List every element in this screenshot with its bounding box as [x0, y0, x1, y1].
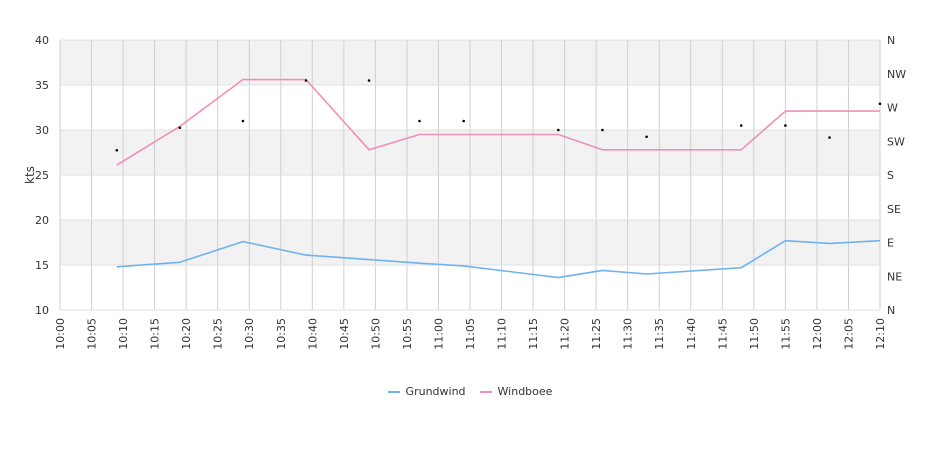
- x-tick-label: 11:20: [559, 318, 572, 350]
- right-axis-ticks: N NE E SE S SW W NW N: [887, 34, 906, 317]
- y-tick-label: 30: [35, 124, 49, 137]
- direction-point: [462, 119, 465, 123]
- direction-point: [878, 102, 882, 106]
- x-tick-label: 11:40: [685, 318, 698, 350]
- direction-point: [557, 128, 560, 132]
- x-tick-label: 11:15: [527, 318, 540, 350]
- series-lines: [116, 78, 881, 279]
- right-tick-label: W: [887, 102, 898, 115]
- x-tick-label: 10:25: [212, 318, 225, 350]
- x-tick-label: 11:45: [716, 318, 729, 350]
- x-axis-ticks: 10:00 10:05 10:10 10:15 10:20 10:25 10:30 10:35…: [54, 318, 887, 350]
- right-tick-label: NW: [887, 68, 906, 81]
- x-tick-label: 11:05: [464, 318, 477, 350]
- x-tick-label: 10:15: [149, 318, 162, 350]
- x-tick-label: 10:10: [117, 318, 130, 350]
- direction-point: [418, 119, 421, 123]
- direction-point: [828, 136, 831, 139]
- y-tick-label: 15: [35, 259, 49, 272]
- legend-swatch-windboee: [479, 390, 492, 393]
- x-tick-label: 11:35: [653, 318, 666, 350]
- direction-point: [304, 79, 308, 82]
- series-line-grundwind: [116, 239, 881, 279]
- x-tick-label: 10:00: [54, 318, 67, 350]
- direction-point: [739, 124, 743, 127]
- y-tick-label: 35: [35, 79, 49, 92]
- x-tick-label: 11:25: [590, 318, 603, 350]
- x-tick-label: 11:50: [748, 318, 761, 350]
- x-tick-label: 12:05: [842, 318, 855, 350]
- x-tick-label: 11:30: [622, 318, 635, 350]
- y-tick-label: 10: [35, 304, 49, 317]
- legend-item-windboee[interactable]: Windboee: [479, 385, 553, 398]
- legend-label-grundwind: Grundwind: [405, 385, 466, 398]
- x-tick-label: 11:55: [779, 318, 792, 350]
- x-tick-label: 10:20: [180, 318, 193, 350]
- right-tick-label: N: [887, 304, 895, 317]
- direction-point: [115, 148, 119, 152]
- x-tick-label: 10:50: [369, 318, 382, 350]
- y-tick-label: 25: [35, 169, 49, 182]
- y-axis-ticks: 10 15 20 25 30 35 40: [35, 34, 49, 317]
- direction-point: [367, 79, 371, 82]
- x-tick-label: 10:35: [275, 318, 288, 350]
- right-tick-label: SE: [887, 203, 901, 216]
- direction-point: [178, 126, 182, 130]
- x-tick-label: 10:05: [86, 318, 99, 350]
- right-tick-label: E: [887, 237, 894, 250]
- y-axis-label: kts: [23, 166, 37, 184]
- right-tick-label: SW: [887, 135, 905, 148]
- y-tick-label: 40: [35, 34, 49, 47]
- horizontal-gridlines: [60, 39, 880, 311]
- direction-point: [601, 128, 604, 132]
- direction-point: [645, 135, 648, 139]
- legend-swatch-grundwind: [387, 390, 400, 393]
- x-tick-label: 10:45: [338, 318, 351, 350]
- direction-point: [241, 119, 245, 123]
- right-tick-label: N: [887, 34, 895, 47]
- x-tick-label: 10:30: [243, 318, 256, 350]
- x-tick-label: 10:40: [306, 318, 319, 350]
- legend-item-grundwind[interactable]: Grundwind: [387, 385, 466, 398]
- legend: Grundwind Windboee: [0, 385, 940, 398]
- direction-point: [784, 124, 787, 127]
- x-tick-label: 11:00: [432, 318, 445, 350]
- x-tick-label: 10:55: [401, 318, 414, 350]
- legend-label-windboee: Windboee: [497, 385, 553, 398]
- x-tick-label: 11:10: [496, 318, 509, 350]
- x-tick-label: 12:10: [874, 318, 887, 350]
- series-line-windboee: [116, 78, 880, 166]
- x-tick-label: 12:00: [811, 318, 824, 350]
- right-tick-label: NE: [887, 270, 902, 283]
- right-tick-label: S: [887, 169, 894, 182]
- direction-markers: [115, 79, 882, 152]
- y-tick-label: 20: [35, 214, 49, 227]
